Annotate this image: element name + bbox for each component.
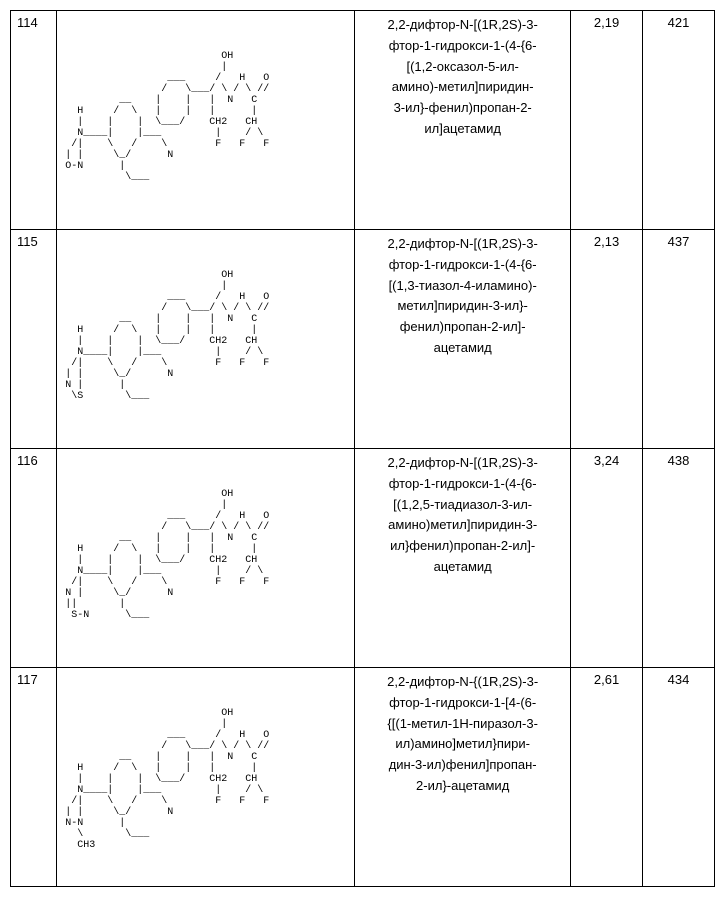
table-row: 115 OH | ___ / H O / \___/ \ / \ // __ |… bbox=[11, 230, 715, 449]
compound-id: 117 bbox=[11, 668, 57, 887]
name-line: ил}фенил)пропан-2-ил]- bbox=[390, 538, 535, 553]
name-line: дин-3-ил)фенил]пропан- bbox=[389, 757, 537, 772]
table-row: 117 OH | ___ / H O / \___/ \ / \ // __ |… bbox=[11, 668, 715, 887]
structure-cell: OH | ___ / H O / \___/ \ / \ // __ | | |… bbox=[57, 449, 355, 668]
structure-diagram: OH | ___ / H O / \___/ \ / \ // __ | | |… bbox=[65, 708, 269, 851]
compound-id: 114 bbox=[11, 11, 57, 230]
name-line: 3-ил}-фенил)пропан-2- bbox=[394, 100, 532, 115]
value-1: 2,13 bbox=[571, 230, 643, 449]
name-line: ацетамид bbox=[434, 559, 492, 574]
structure-diagram: OH | ___ / H O / \___/ \ / \ // __ | | |… bbox=[65, 51, 269, 183]
structure-diagram: OH | ___ / H O / \___/ \ / \ // __ | | |… bbox=[65, 489, 269, 621]
compound-id: 115 bbox=[11, 230, 57, 449]
compounds-table: 114 OH | ___ / H O / \___/ \ / \ // __ |… bbox=[10, 10, 715, 887]
name-line: {[(1-метил-1H-пиразол-3- bbox=[387, 716, 538, 731]
compound-name: 2,2-дифтор-N-[(1R,2S)-3- фтор-1-гидрокси-… bbox=[355, 449, 571, 668]
name-line: фенил)пропан-2-ил]- bbox=[400, 319, 526, 334]
value-1: 2,61 bbox=[571, 668, 643, 887]
name-line: 2,2-дифтор-N-[(1R,2S)-3- bbox=[388, 236, 538, 251]
table-row: 116 OH | ___ / H O / \___/ \ / \ // __ |… bbox=[11, 449, 715, 668]
value-2: 434 bbox=[643, 668, 715, 887]
compound-id: 116 bbox=[11, 449, 57, 668]
name-line: фтор-1-гидрокси-1-[4-(6- bbox=[389, 695, 536, 710]
structure-cell: OH | ___ / H O / \___/ \ / \ // __ | | |… bbox=[57, 230, 355, 449]
compound-name: 2,2-дифтор-N-[(1R,2S)-3- фтор-1-гидрокси-… bbox=[355, 11, 571, 230]
value-1: 2,19 bbox=[571, 11, 643, 230]
name-line: фтор-1-гидрокси-1-(4-{6- bbox=[389, 476, 537, 491]
name-line: [(1,3-тиазол-4-иламино)- bbox=[389, 278, 537, 293]
table-row: 114 OH | ___ / H O / \___/ \ / \ // __ |… bbox=[11, 11, 715, 230]
name-line: 2,2-дифтор-N-[(1R,2S)-3- bbox=[388, 17, 538, 32]
name-line: ацетамид bbox=[434, 340, 492, 355]
value-1: 3,24 bbox=[571, 449, 643, 668]
name-line: метил]пиридин-3-ил}- bbox=[397, 298, 527, 313]
name-line: [(1,2,5-тиадиазол-3-ил- bbox=[393, 497, 532, 512]
name-line: фтор-1-гидрокси-1-(4-{6- bbox=[389, 38, 537, 53]
structure-diagram: OH | ___ / H O / \___/ \ / \ // __ | | |… bbox=[65, 270, 269, 402]
name-line: 2,2-дифтор-N-[(1R,2S)-3- bbox=[388, 455, 538, 470]
value-2: 437 bbox=[643, 230, 715, 449]
name-line: 2,2-дифтор-N-{(1R,2S)-3- bbox=[387, 674, 538, 689]
compound-name: 2,2-дифтор-N-[(1R,2S)-3- фтор-1-гидрокси-… bbox=[355, 230, 571, 449]
name-line: ил)амино]метил}пири- bbox=[395, 736, 530, 751]
name-line: фтор-1-гидрокси-1-(4-{6- bbox=[389, 257, 537, 272]
name-line: 2-ил}-ацетамид bbox=[416, 778, 509, 793]
name-line: амино)-метил]пиридин- bbox=[392, 79, 534, 94]
name-line: амино)метил]пиридин-3- bbox=[388, 517, 537, 532]
name-line: ил]ацетамид bbox=[424, 121, 501, 136]
compound-name: 2,2-дифтор-N-{(1R,2S)-3- фтор-1-гидрокси-… bbox=[355, 668, 571, 887]
structure-cell: OH | ___ / H O / \___/ \ / \ // __ | | |… bbox=[57, 11, 355, 230]
value-2: 438 bbox=[643, 449, 715, 668]
value-2: 421 bbox=[643, 11, 715, 230]
name-line: [(1,2-оксазол-5-ил- bbox=[406, 59, 518, 74]
structure-cell: OH | ___ / H O / \___/ \ / \ // __ | | |… bbox=[57, 668, 355, 887]
